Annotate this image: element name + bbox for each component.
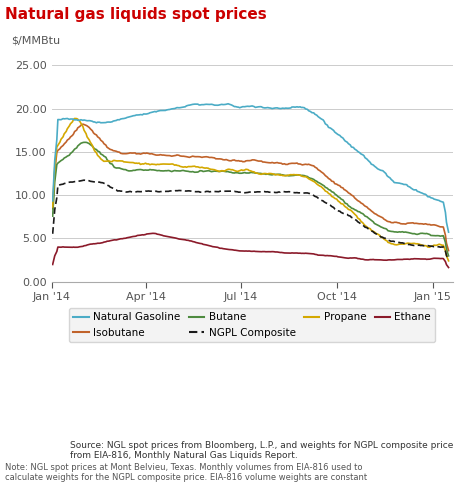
Legend: Natural Gasoline, Isobutane, Butane, NGPL Composite, Propane, Ethane: Natural Gasoline, Isobutane, Butane, NGP… [69,308,435,342]
Text: Source: NGL spot prices from Bloomberg, L.P., and weights for NGPL composite pri: Source: NGL spot prices from Bloomberg, … [70,441,454,460]
Text: $/MMBtu: $/MMBtu [12,36,61,46]
Text: Natural gas liquids spot prices: Natural gas liquids spot prices [5,7,266,22]
Text: Note: NGL spot prices at Mont Belvieu, Texas. Monthly volumes from EIA-816 used : Note: NGL spot prices at Mont Belvieu, T… [5,463,397,482]
